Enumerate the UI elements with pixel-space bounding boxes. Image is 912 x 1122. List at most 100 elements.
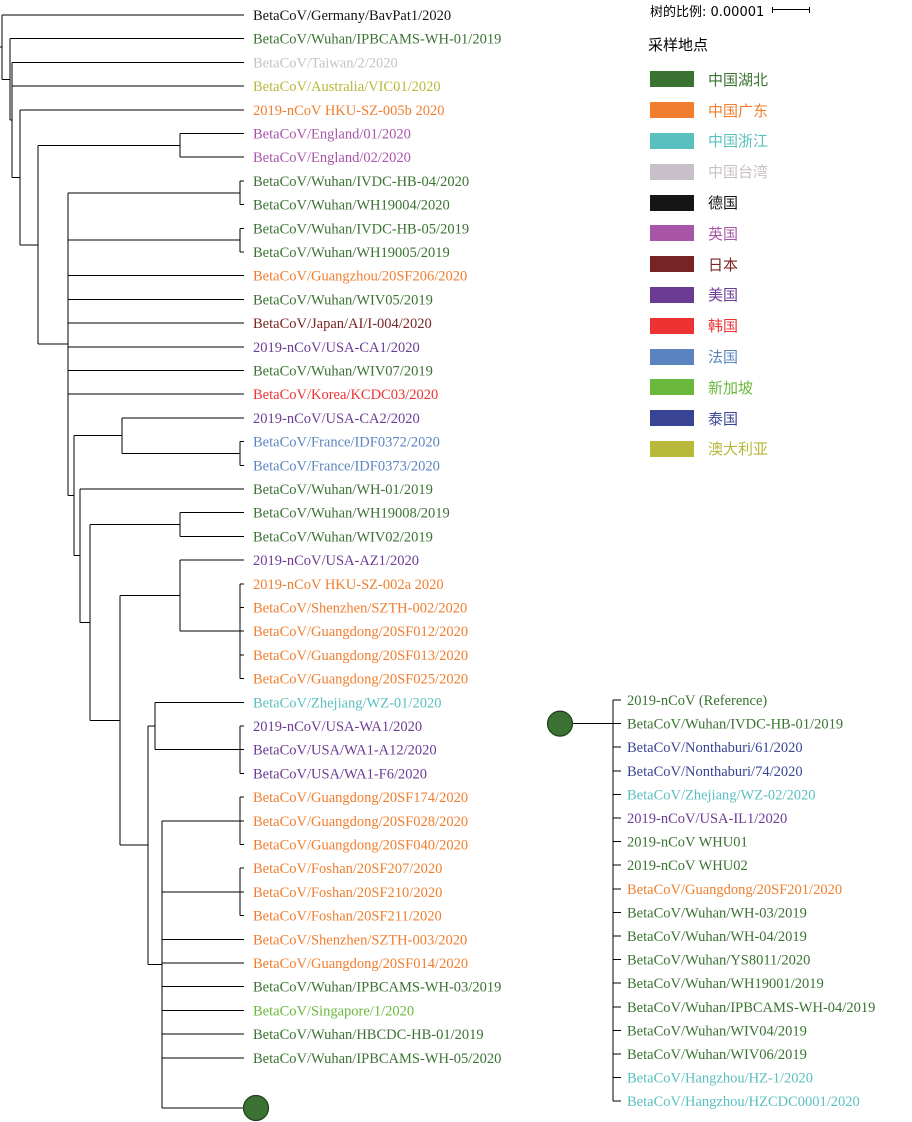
leaf-label: BetaCoV/Japan/AI/I-004/2020 xyxy=(253,316,432,332)
legend-swatch xyxy=(650,194,694,211)
leaf-label: BetaCoV/Zhejiang/WZ-01/2020 xyxy=(253,695,441,711)
leaf-label: BetaCoV/Guangdong/20SF012/2020 xyxy=(253,624,468,640)
leaf-label: BetaCoV/Wuhan/IPBCAMS-WH-05/2020 xyxy=(253,1051,501,1067)
legend-title: 采样地点 xyxy=(648,36,709,54)
clade-leaf-label: 2019-nCoV WHU02 xyxy=(627,858,748,874)
legend-swatch xyxy=(650,317,694,334)
legend-item: 韩国 xyxy=(650,310,768,341)
collapsed-clade-markers xyxy=(242,710,574,1122)
leaf-label: BetaCoV/Guangdong/20SF028/2020 xyxy=(253,814,468,830)
legend-swatch xyxy=(650,348,694,365)
legend-swatch xyxy=(650,256,694,273)
leaf-label: BetaCoV/Shenzhen/SZTH-002/2020 xyxy=(253,601,467,617)
legend-item: 中国湖北 xyxy=(650,64,768,95)
leaf-label: BetaCoV/Wuhan/WIV02/2019 xyxy=(253,529,433,545)
clade-leaf-label: BetaCoV/Wuhan/WIV06/2019 xyxy=(627,1047,807,1063)
legend-label: 英国 xyxy=(708,224,739,243)
clade-leaf-label: 2019-nCoV (Reference) xyxy=(627,693,767,709)
legend-label: 新加坡 xyxy=(708,378,754,397)
leaf-label: 2019-nCoV HKU-SZ-005b 2020 xyxy=(253,103,444,119)
clade-leaf-label: 2019-nCoV/USA-IL1/2020 xyxy=(627,811,787,827)
leaf-label: BetaCoV/Wuhan/IVDC-HB-05/2019 xyxy=(253,221,469,237)
clade-leaf-label: BetaCoV/Wuhan/WH-04/2019 xyxy=(627,929,807,945)
legend-swatch xyxy=(650,163,694,180)
leaf-label: BetaCoV/Wuhan/WH-01/2019 xyxy=(253,482,433,498)
tree-leaf-labels: BetaCoV/Germany/BavPat1/2020 BetaCoV/Wuha… xyxy=(253,8,875,1110)
clade-leaf-label: BetaCoV/Guangdong/20SF201/2020 xyxy=(627,882,842,898)
leaf-label: BetaCoV/Wuhan/WH19004/2020 xyxy=(253,198,450,214)
leaf-label: 2019-nCoV HKU-SZ-002a 2020 xyxy=(253,577,444,593)
leaf-label: BetaCoV/Foshan/20SF210/2020 xyxy=(253,885,442,901)
leaf-label: BetaCoV/England/01/2020 xyxy=(253,127,411,143)
leaf-label: BetaCoV/Germany/BavPat1/2020 xyxy=(253,8,451,24)
legend-label: 澳大利亚 xyxy=(708,440,769,459)
legend-item: 泰国 xyxy=(650,403,768,434)
legend-item: 法国 xyxy=(650,341,768,372)
legend-item: 中国广东 xyxy=(650,95,768,126)
leaf-label: 2019-nCoV/USA-WA1/2020 xyxy=(253,719,422,735)
legend-swatch xyxy=(650,440,694,457)
clade-leaf-label: BetaCoV/Hangzhou/HZ-1/2020 xyxy=(627,1071,813,1087)
legend-label: 韩国 xyxy=(708,317,739,336)
leaf-label: BetaCoV/Korea/KCDC03/2020 xyxy=(253,387,438,403)
clade-leaf-label: BetaCoV/Nonthaburi/74/2020 xyxy=(627,764,803,780)
legend-label: 美国 xyxy=(708,286,739,305)
clade-leaf-label: BetaCoV/Zhejiang/WZ-02/2020 xyxy=(627,787,815,803)
legend-item: 中国浙江 xyxy=(650,126,768,157)
leaf-label: BetaCoV/USA/WA1-A12/2020 xyxy=(253,743,437,759)
legend-swatch xyxy=(650,225,694,242)
leaf-label: BetaCoV/Shenzhen/SZTH-003/2020 xyxy=(253,932,467,948)
leaf-label: BetaCoV/Guangdong/20SF014/2020 xyxy=(253,956,468,972)
legend-label: 中国湖北 xyxy=(708,70,769,89)
legend-swatch xyxy=(650,102,694,119)
clade-leaf-label: BetaCoV/Wuhan/WIV04/2019 xyxy=(627,1023,807,1039)
leaf-label: BetaCoV/USA/WA1-F6/2020 xyxy=(253,766,427,782)
legend-swatch xyxy=(650,132,694,149)
leaf-label: 2019-nCoV/USA-CA2/2020 xyxy=(253,411,420,427)
leaf-label: BetaCoV/England/02/2020 xyxy=(253,150,411,166)
leaf-label: BetaCoV/Wuhan/WIV07/2019 xyxy=(253,364,433,380)
leaf-label: BetaCoV/Guangdong/20SF174/2020 xyxy=(253,790,468,806)
legend-label: 中国浙江 xyxy=(708,132,769,151)
legend-label: 法国 xyxy=(708,348,739,367)
legend-label: 中国台湾 xyxy=(708,163,769,182)
legend-swatch xyxy=(650,410,694,427)
leaf-label: BetaCoV/Australia/VIC01/2020 xyxy=(253,79,441,95)
clade-leaf-label: 2019-nCoV WHU01 xyxy=(627,835,748,851)
sampling-location-legend: 中国湖北中国广东中国浙江中国台湾德国英国日本美国韩国法国新加坡泰国澳大利亚 xyxy=(650,64,768,464)
leaf-label: BetaCoV/Taiwan/2/2020 xyxy=(253,55,398,71)
leaf-label: BetaCoV/France/IDF0372/2020 xyxy=(253,435,440,451)
leaf-label: BetaCoV/Guangdong/20SF040/2020 xyxy=(253,838,468,854)
legend-item: 中国台湾 xyxy=(650,156,768,187)
leaf-label: BetaCoV/Wuhan/IPBCAMS-WH-03/2019 xyxy=(253,980,501,996)
legend-item: 澳大利亚 xyxy=(650,434,768,465)
clade-leaf-label: BetaCoV/Wuhan/IVDC-HB-01/2019 xyxy=(627,717,843,733)
leaf-label: BetaCoV/Foshan/20SF211/2020 xyxy=(253,909,442,925)
tree-branches xyxy=(0,14,621,1109)
clade-leaf-label: BetaCoV/Wuhan/IPBCAMS-WH-04/2019 xyxy=(627,1000,875,1016)
legend-item: 德国 xyxy=(650,187,768,218)
leaf-label: BetaCoV/Wuhan/IPBCAMS-WH-01/2019 xyxy=(253,32,501,48)
leaf-label: BetaCoV/Wuhan/WH19005/2019 xyxy=(253,245,450,261)
collapsed-clade-node-2 xyxy=(546,710,574,737)
legend-label: 泰国 xyxy=(708,409,739,428)
leaf-label: BetaCoV/Guangdong/20SF025/2020 xyxy=(253,672,468,688)
leaf-label: BetaCoV/Wuhan/HBCDC-HB-01/2019 xyxy=(253,1027,484,1043)
leaf-label: BetaCoV/Foshan/20SF207/2020 xyxy=(253,861,442,877)
clade-leaf-label: BetaCoV/Wuhan/YS8011/2020 xyxy=(627,953,810,969)
leaf-label: 2019-nCoV/USA-CA1/2020 xyxy=(253,340,420,356)
leaf-label: BetaCoV/Guangdong/20SF013/2020 xyxy=(253,648,468,664)
legend-swatch xyxy=(650,71,694,88)
legend-label: 中国广东 xyxy=(708,101,769,120)
legend-label: 德国 xyxy=(708,194,739,213)
leaf-label: BetaCoV/Singapore/1/2020 xyxy=(253,1003,414,1019)
leaf-label: BetaCoV/Wuhan/WIV05/2019 xyxy=(253,292,433,308)
leaf-label: BetaCoV/Guangzhou/20SF206/2020 xyxy=(253,269,467,285)
scale-bar xyxy=(772,7,811,13)
leaf-label: BetaCoV/Wuhan/WH19008/2019 xyxy=(253,506,450,522)
legend-item: 日本 xyxy=(650,249,768,280)
legend-swatch xyxy=(650,379,694,396)
tree-scale: 树的比例: 0.00001 xyxy=(650,0,811,20)
leaf-label: BetaCoV/France/IDF0373/2020 xyxy=(253,458,440,474)
